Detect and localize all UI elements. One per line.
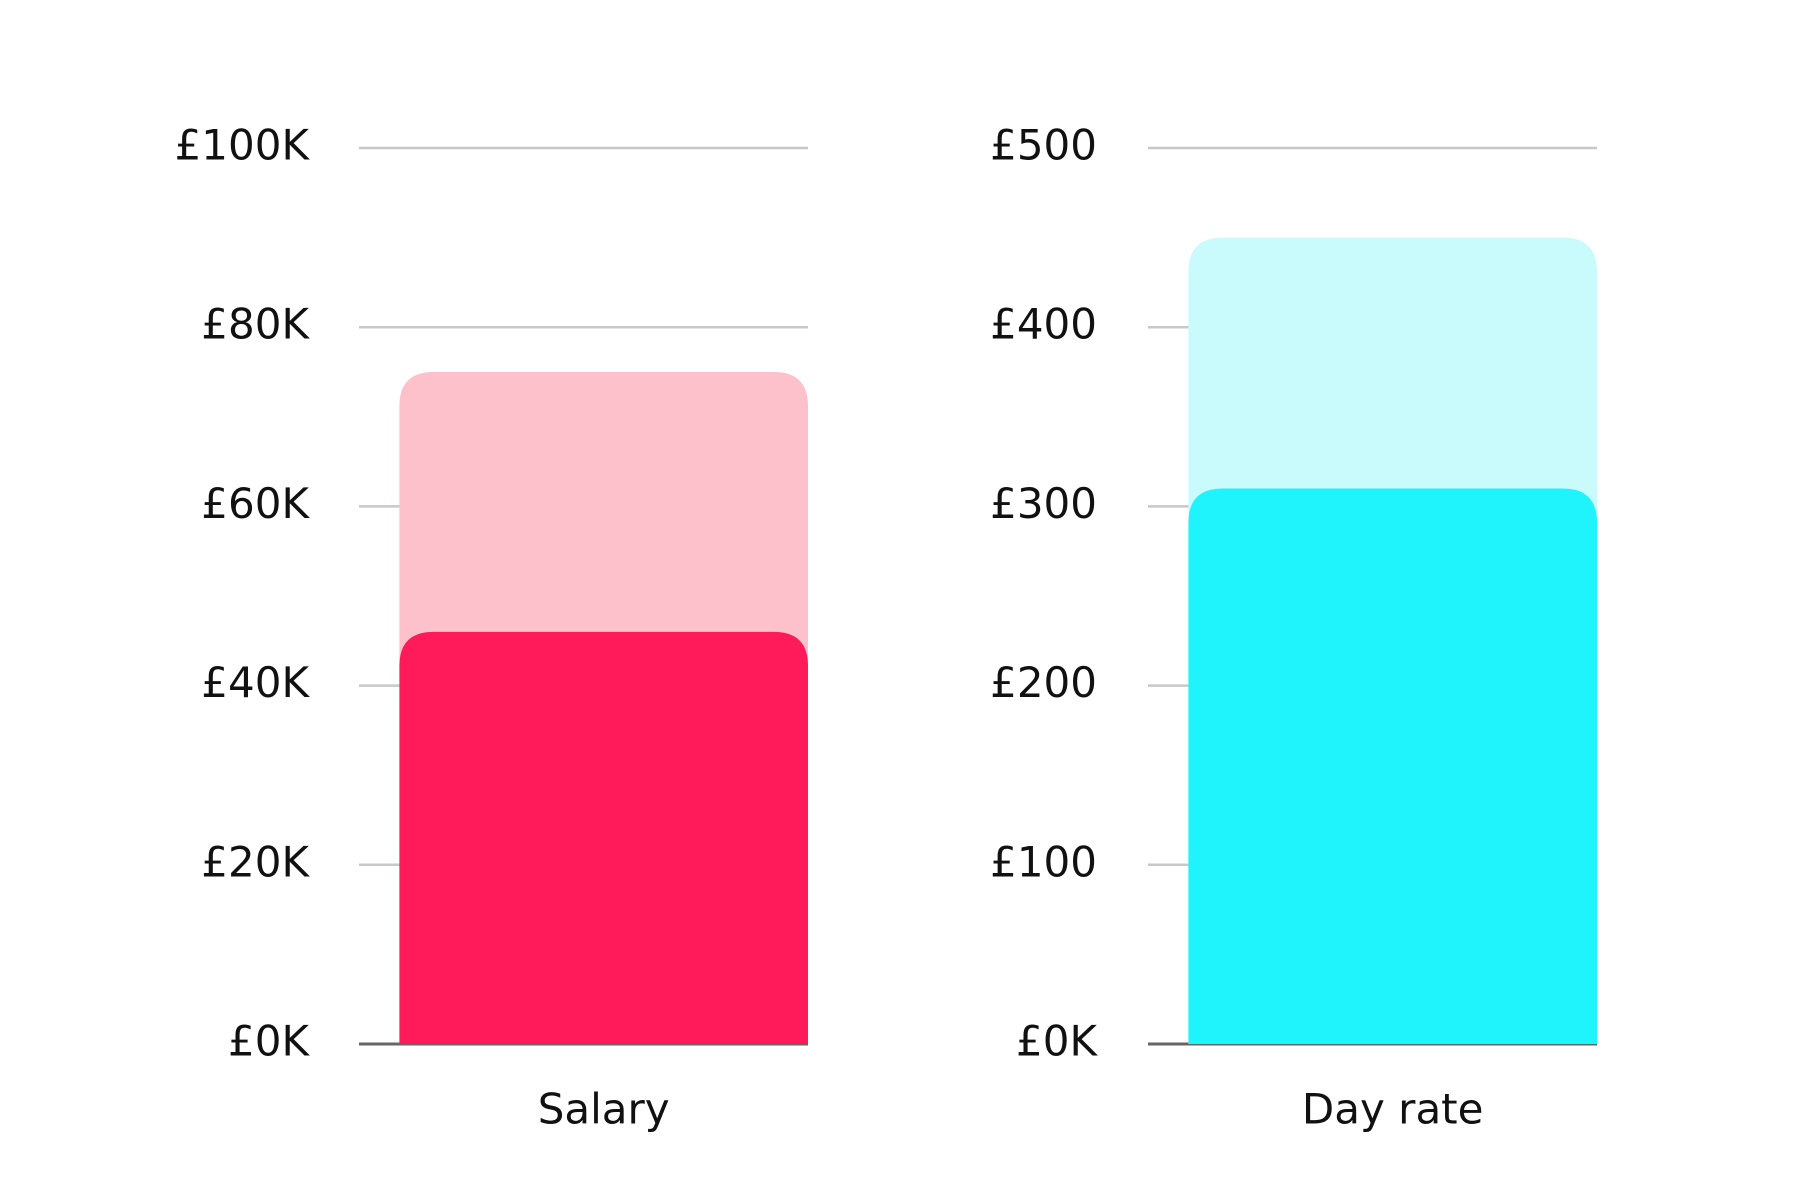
y-tick-label: £0K: [1016, 1017, 1098, 1066]
bar: [1188, 488, 1597, 1045]
y-tick-label: £40K: [201, 658, 310, 707]
bar: [399, 631, 808, 1044]
y-tick-label: £80K: [201, 300, 310, 349]
y-tick-label: £60K: [201, 479, 310, 528]
y-tick-label: £0K: [228, 1017, 310, 1066]
y-tick-label: £300: [990, 479, 1097, 528]
y-tick-label: £100: [990, 837, 1097, 886]
y-tick-label: £500: [990, 121, 1097, 170]
x-tick-label: Salary: [538, 1085, 670, 1134]
y-tick-label: £20K: [201, 837, 310, 886]
x-tick-label: Day rate: [1302, 1085, 1484, 1134]
y-tick-label: £400: [990, 300, 1097, 349]
y-tick-label: £100K: [175, 121, 311, 170]
y-tick-label: £200: [990, 658, 1097, 707]
